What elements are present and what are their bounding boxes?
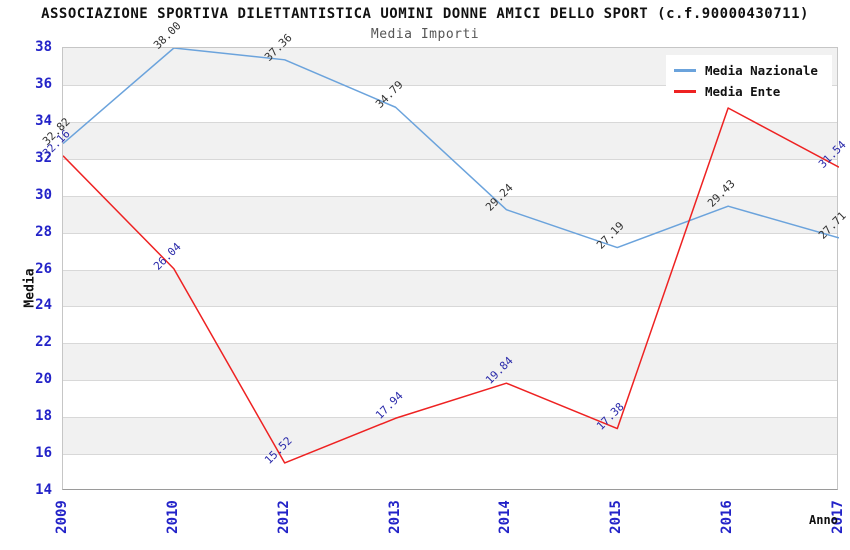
- x-axis-title: Anno: [809, 513, 838, 527]
- y-tick-label: 36: [35, 75, 52, 92]
- gridline: [63, 417, 837, 419]
- gridline: [63, 306, 837, 308]
- x-tick-label: 2016: [719, 500, 736, 534]
- legend-item-media-ente: Media Ente: [674, 81, 824, 102]
- x-tick-label: 2012: [275, 500, 292, 534]
- x-tick-label: 2009: [54, 500, 70, 534]
- y-tick-label: 32: [35, 149, 52, 166]
- series-lines: [63, 48, 839, 464]
- series-line-media-ente: [63, 107, 839, 464]
- legend-item-media-nazionale: Media Nazionale: [674, 60, 824, 81]
- legend-line-swatch-icon: [674, 69, 696, 72]
- gridline: [63, 158, 837, 160]
- y-tick-label: 14: [35, 482, 52, 498]
- gridline: [63, 269, 837, 271]
- y-tick-label: 24: [35, 297, 52, 314]
- y-tick-label: 22: [35, 334, 52, 351]
- y-tick-label: 28: [35, 223, 52, 240]
- gridline: [63, 121, 837, 123]
- legend-label: Media Nazionale: [705, 63, 818, 78]
- y-tick-label: 26: [35, 260, 52, 277]
- chart-subtitle: Media Importi: [370, 27, 480, 42]
- gridline: [63, 195, 837, 197]
- gridline: [63, 380, 837, 382]
- y-tick-label: 16: [35, 445, 52, 462]
- y-tick-label: 38: [35, 39, 52, 55]
- gridline: [63, 232, 837, 234]
- y-tick-label: 18: [35, 408, 52, 425]
- gridline: [63, 343, 837, 345]
- plot-band: [63, 121, 837, 159]
- y-tick-label: 20: [35, 371, 52, 388]
- x-tick-label: 2014: [497, 500, 514, 534]
- legend-line-swatch-icon: [674, 90, 696, 93]
- x-tick-label: 2013: [386, 500, 403, 534]
- gridline: [63, 84, 837, 86]
- plot-band: [63, 343, 837, 381]
- y-tick-label: 30: [35, 186, 52, 203]
- gridline: [63, 454, 837, 456]
- series-line-media-nazionale: [63, 48, 839, 249]
- legend: Media Nazionale Media Ente: [666, 55, 832, 107]
- legend-label: Media Ente: [705, 84, 781, 99]
- x-tick-label: 2010: [164, 500, 181, 534]
- chart-title: ASSOCIAZIONE SPORTIVA DILETTANTISTICA UO…: [41, 6, 809, 22]
- y-tick-label: 34: [35, 112, 52, 129]
- y-axis-title: Media: [22, 268, 38, 308]
- plot-area: [62, 47, 839, 490]
- x-tick-label: 2015: [608, 500, 625, 534]
- plot-band: [63, 417, 837, 455]
